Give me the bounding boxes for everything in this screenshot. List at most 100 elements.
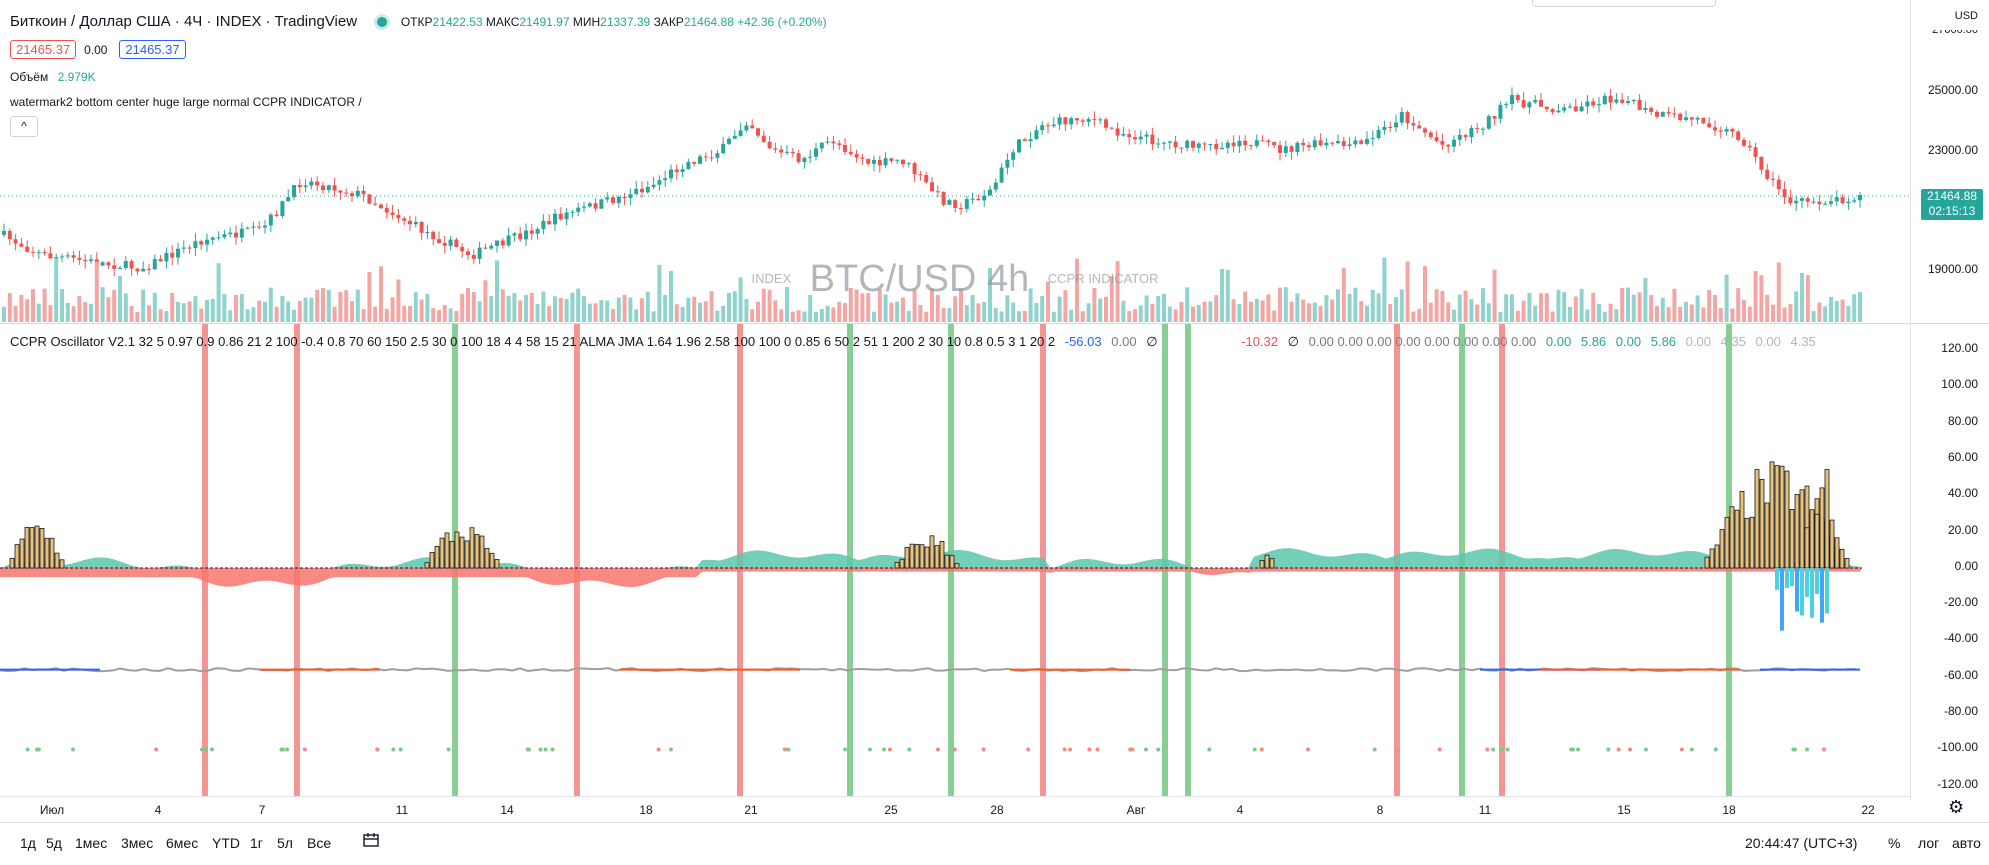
volume-bar — [1568, 307, 1572, 322]
time-label: 28 — [990, 803, 1004, 817]
histogram-bar — [39, 528, 45, 569]
candle-body — [466, 251, 470, 256]
signal-dot — [1156, 747, 1161, 752]
signal-dot — [1068, 747, 1073, 752]
clock-timezone[interactable]: 20:44:47 (UTC+3) — [1745, 835, 1858, 851]
range-button-4[interactable]: 6мес — [166, 835, 199, 851]
candle-body — [634, 188, 639, 195]
pane-separator[interactable] — [0, 323, 1989, 324]
buy-price-button[interactable]: 21465.37 — [119, 40, 186, 59]
signal-dot — [398, 747, 403, 752]
price-scale[interactable]: USD 27000.00 25000.00 23000.00 19000.00 … — [1910, 0, 1989, 800]
histogram-bar — [494, 559, 500, 569]
volume-bar — [692, 296, 697, 322]
volume-bar — [1086, 303, 1091, 322]
volume-bar — [982, 301, 987, 322]
candle-body — [1011, 152, 1016, 160]
chart-area[interactable] — [0, 0, 1910, 800]
gear-icon[interactable]: ⚙ — [1948, 797, 1965, 817]
volume-bar — [390, 297, 395, 322]
price-pane[interactable] — [0, 0, 1910, 323]
currency-selector[interactable]: USD — [1954, 10, 1978, 22]
collapse-legend-button[interactable]: ^ — [10, 116, 38, 137]
market-status-icon[interactable] — [376, 17, 387, 28]
volume-bar — [854, 289, 859, 322]
volume-bar — [118, 275, 122, 322]
date-range-icon[interactable] — [362, 832, 380, 848]
volume-bar — [1220, 268, 1224, 322]
volume-bar — [286, 301, 291, 322]
volume-value: 2.979K — [57, 70, 96, 84]
volume-bar — [1179, 301, 1184, 322]
range-button-1[interactable]: 5д — [46, 835, 62, 851]
range-button-0[interactable]: 1д — [20, 835, 36, 851]
candle-body — [935, 191, 940, 193]
range-button-5[interactable]: YTD — [212, 835, 240, 851]
range-button-7[interactable]: 5л — [277, 835, 293, 851]
sell-price-button[interactable]: 21465.37 — [10, 40, 77, 59]
candle-body — [1817, 201, 1822, 205]
histogram-bar — [1764, 502, 1770, 569]
signal-dot — [1713, 747, 1718, 752]
range-button-3[interactable]: 3мес — [121, 835, 154, 851]
candle-body — [825, 141, 830, 143]
volume-legend[interactable]: Объём 2.979K — [10, 70, 96, 84]
candle-body — [883, 158, 888, 166]
histogram-bar — [44, 537, 50, 569]
candle-body — [274, 214, 279, 217]
range-button-6[interactable]: 1г — [250, 835, 263, 851]
log-toggle[interactable]: лог — [1918, 835, 1940, 851]
volume-bar — [408, 306, 412, 322]
volume-bar — [1394, 297, 1398, 322]
osc-zero-values: 0.00 0.00 0.00 0.00 0.00 0.00 0.00 0.00 — [1308, 334, 1537, 349]
volume-bar — [593, 303, 598, 322]
candle-body — [1649, 108, 1654, 112]
candle-body — [1753, 147, 1758, 157]
volume-bar — [54, 259, 59, 322]
auto-toggle[interactable]: авто — [1952, 835, 1981, 851]
candle-body — [1266, 140, 1271, 143]
histogram-bar — [1749, 516, 1755, 569]
volume-bar — [1585, 309, 1590, 322]
oscillator-pane[interactable] — [0, 324, 1910, 796]
candle-body — [1272, 142, 1277, 146]
candle-body — [477, 247, 482, 259]
candle-body — [1075, 118, 1079, 121]
histogram-bar — [1809, 509, 1815, 569]
signal-dot — [981, 747, 986, 752]
candle-body — [158, 259, 163, 262]
volume-bar — [1312, 302, 1317, 322]
oscillator-legend[interactable]: CCPR Oscillator V2.1 32 5 0.97 0.9 0.86 … — [10, 334, 1816, 350]
percent-toggle[interactable]: % — [1888, 835, 1901, 851]
histogram-bar — [1799, 489, 1805, 569]
signal-dot — [70, 747, 75, 752]
candle-body — [210, 237, 215, 240]
time-scale[interactable]: Июл 4 7 11 14 18 21 25 28 Авг 4 8 11 15 18 22 — [0, 796, 1910, 821]
volume-bar — [1202, 301, 1207, 322]
candle-body — [1707, 123, 1712, 128]
candle-body — [263, 225, 267, 228]
volume-bar — [872, 311, 876, 322]
volume-bar — [1289, 301, 1294, 322]
candle-body — [1614, 99, 1619, 103]
candle-body — [315, 181, 320, 186]
osc-scale-label: 100.00 — [1941, 377, 1978, 392]
symbol-title[interactable]: Биткоин / Доллар США · 4Ч · INDEX · Trad… — [10, 13, 358, 30]
candle-body — [547, 220, 552, 225]
volume-bar — [48, 305, 53, 322]
candle-body — [1156, 143, 1161, 145]
histogram-bar — [54, 552, 60, 569]
volume-bar — [42, 288, 47, 322]
range-button-2[interactable]: 1мес — [75, 835, 108, 851]
signal-dot — [1394, 747, 1399, 752]
volume-bar — [587, 303, 592, 322]
range-button-8[interactable]: Все — [307, 835, 332, 851]
candle-body — [1573, 106, 1578, 112]
histogram-bar — [939, 541, 945, 569]
candle-body — [1109, 127, 1114, 129]
signal-dot — [786, 747, 791, 752]
candle-body — [889, 158, 894, 161]
candle-body — [1382, 127, 1387, 131]
top-widget-handle[interactable] — [1532, 0, 1716, 7]
indicator-legend[interactable]: watermark2 bottom center huge large norm… — [10, 95, 362, 109]
